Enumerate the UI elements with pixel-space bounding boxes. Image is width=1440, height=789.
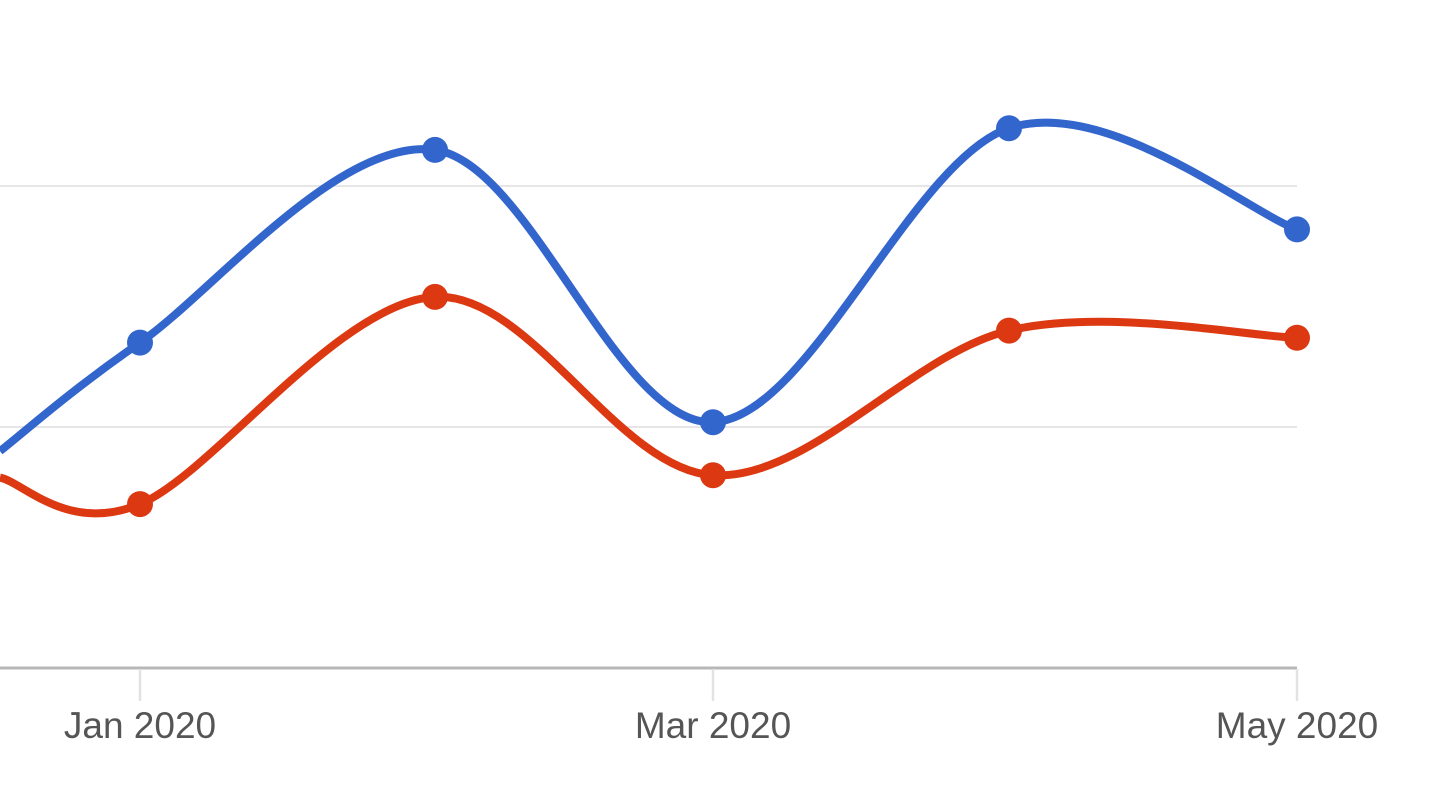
point-blue-series[interactable] [996,115,1022,142]
point-red-series[interactable] [422,283,448,310]
line-red-series [0,292,1298,518]
line-blue-series [0,118,1299,455]
point-red-series[interactable] [127,491,153,518]
point-blue-series[interactable] [1284,216,1310,243]
x-axis-tick-label: May 2020 [1216,705,1379,746]
series-group [0,115,1310,518]
x-axis-group [0,666,1299,701]
point-red-series[interactable] [996,317,1022,344]
point-red-series[interactable] [700,462,726,489]
point-blue-series[interactable] [700,409,726,436]
x-axis-labels-group: Jan 2020 Mar 2020 May 2020 [64,705,1378,746]
point-blue-series[interactable] [422,136,448,163]
x-axis-tick-label: Jan 2020 [64,705,216,746]
point-red-series[interactable] [1284,324,1310,351]
point-blue-series[interactable] [127,329,153,356]
x-axis-tick-label: Mar 2020 [635,705,791,746]
gridlines-group [0,185,1297,428]
